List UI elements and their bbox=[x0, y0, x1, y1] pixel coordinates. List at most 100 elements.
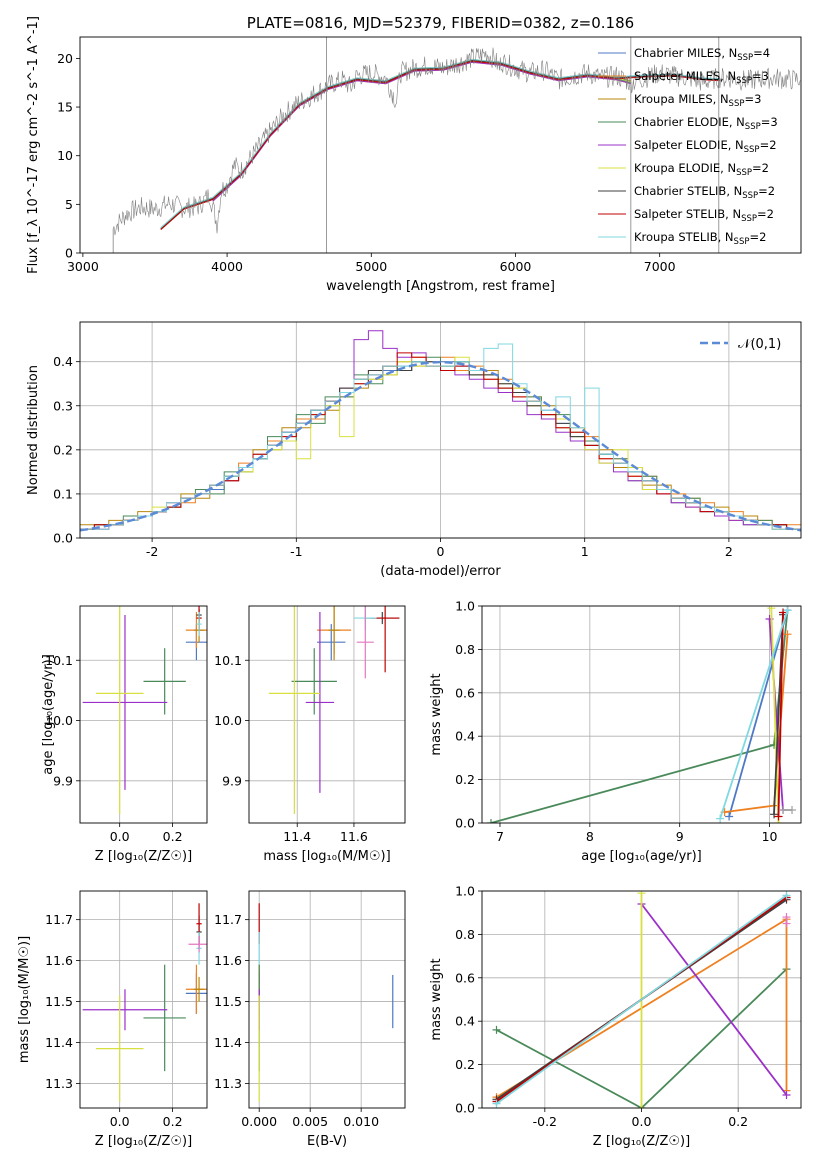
y-tick-label: 0.0 bbox=[53, 531, 73, 546]
legend-label: Chabrier STELIB, NSSP=2 bbox=[634, 184, 775, 201]
y-tick-label: 0.4 bbox=[53, 354, 73, 369]
weight-series-line bbox=[640, 903, 788, 1096]
plot-area bbox=[486, 606, 797, 823]
error-bar-point bbox=[193, 976, 205, 1002]
x-tick-label: 7000 bbox=[644, 259, 676, 274]
y-tick-label: 0.2 bbox=[455, 1057, 475, 1072]
model-spectrum-line bbox=[160, 59, 631, 230]
weight-series bbox=[492, 891, 791, 1108]
panel-6: 0.000 0.005 0.010 11.3 11.4 11.5 11.6 11.7 E(B-V… bbox=[214, 890, 406, 1149]
error-bar-point bbox=[356, 606, 374, 679]
weight-series-marker bbox=[637, 891, 646, 898]
x-axis-label: (data-model)/error bbox=[380, 564, 501, 579]
weight-series bbox=[716, 606, 792, 823]
y-tick-label: 11.3 bbox=[214, 1076, 242, 1091]
x-tick-label: 8 bbox=[586, 829, 594, 844]
x-axis-label: wavelength [Angstrom, rest frame] bbox=[326, 279, 555, 294]
y-axis-label: mass weight bbox=[429, 673, 444, 755]
axes-frame bbox=[248, 890, 406, 1109]
panel-5: 0.0 0.2 11.3 11.4 11.5 11.6 11.7 Z [log₁₀(Z/Z☉)… bbox=[17, 890, 208, 1149]
x-tick-label: 1 bbox=[581, 544, 589, 559]
axes-frame bbox=[79, 605, 208, 824]
y-tick-label: 9.9 bbox=[53, 773, 73, 788]
x-tick-label: 0.0 bbox=[110, 829, 130, 844]
x-tick-label: 6000 bbox=[500, 259, 532, 274]
y-tick-label: 0.4 bbox=[455, 1014, 475, 1029]
x-tick-label: 9 bbox=[676, 829, 684, 844]
weight-series-marker bbox=[770, 810, 779, 819]
weight-series-line bbox=[719, 610, 789, 819]
y-axis-label: Normed distribution bbox=[26, 365, 41, 495]
plot-area bbox=[112, 37, 801, 253]
error-bar-point bbox=[305, 612, 335, 793]
weight-series-line bbox=[770, 608, 780, 823]
plot-area bbox=[492, 891, 791, 1108]
weight-series-line bbox=[777, 612, 784, 817]
x-axis-label: Z [log₁₀(Z/Z☉)] bbox=[95, 1134, 192, 1149]
axes-frame bbox=[79, 321, 802, 539]
legend-label: 𝒩(0,1) bbox=[738, 337, 781, 352]
x-tick-label: 0.2 bbox=[163, 1114, 183, 1129]
error-bar-point bbox=[95, 606, 144, 814]
legend-label: Chabrier MILES, NSSP=4 bbox=[634, 46, 770, 63]
observed-spectrum-line bbox=[112, 47, 801, 236]
error-bar-point bbox=[95, 995, 144, 1102]
y-tick-label: 10 bbox=[57, 148, 73, 163]
x-axis-label: age [log₁₀(age/yr)] bbox=[581, 849, 702, 864]
legend-label: Kroupa STELIB, NSSP=2 bbox=[634, 230, 766, 247]
y-tick-label: 1.0 bbox=[455, 599, 475, 614]
weight-series-marker bbox=[492, 1099, 501, 1108]
weight-series-marker bbox=[637, 1104, 646, 1108]
model-spectrum-line bbox=[160, 59, 721, 230]
x-tick-label: 11.6 bbox=[340, 829, 368, 844]
model-spectrum-line bbox=[160, 60, 721, 230]
x-tick-label: 0.010 bbox=[343, 1114, 379, 1129]
weight-series-line bbox=[495, 894, 788, 1105]
model-spectrum-line bbox=[160, 61, 631, 230]
y-tick-label: 11.7 bbox=[45, 912, 73, 927]
y-tick-label: 0.6 bbox=[455, 685, 475, 700]
x-tick-label: 3000 bbox=[67, 259, 99, 274]
y-tick-label: 0.0 bbox=[455, 816, 475, 831]
panel-4: 7 8 9 10 0.0 0.2 0.4 0.6 0.8 1.0 age [log₁₀(age/yr… bbox=[429, 599, 802, 864]
y-axis-label: mass weight bbox=[429, 958, 444, 1040]
y-tick-label: 15 bbox=[57, 100, 73, 115]
plot-area bbox=[258, 903, 394, 1102]
x-tick-label: 0.000 bbox=[241, 1114, 277, 1129]
weight-series-line bbox=[728, 610, 789, 817]
y-tick-label: 11.7 bbox=[214, 912, 242, 927]
y-tick-label: 0.8 bbox=[455, 927, 475, 942]
panel-0: 3000 4000 5000 6000 7000 0 5 10 15 20 wavelength [… bbox=[26, 14, 802, 294]
y-tick-label: 1.0 bbox=[455, 884, 475, 899]
panel-1: -2 -1 0 1 2 0.0 0.1 0.2 0.3 0.4 (data-model)/error… bbox=[26, 321, 802, 579]
y-tick-label: 10.0 bbox=[214, 713, 242, 728]
chart-title: PLATE=0816, MJD=52379, FIBERID=0382, z=0… bbox=[247, 14, 634, 32]
weight-series bbox=[486, 606, 792, 823]
x-axis-label: Z [log₁₀(Z/Z☉)] bbox=[95, 849, 192, 864]
x-tick-label: 0.0 bbox=[632, 1114, 652, 1129]
weight-series-marker bbox=[782, 919, 791, 928]
y-tick-label: 10.0 bbox=[45, 713, 73, 728]
weight-series bbox=[774, 608, 788, 821]
y-tick-label: 0.6 bbox=[455, 970, 475, 985]
y-tick-label: 0.2 bbox=[455, 772, 475, 787]
y-tick-label: 0.8 bbox=[455, 642, 475, 657]
legend-label: Chabrier ELODIE, NSSP=3 bbox=[634, 115, 778, 132]
axes-frame bbox=[79, 36, 802, 254]
error-bar-point bbox=[268, 606, 320, 814]
y-tick-label: 11.6 bbox=[214, 953, 242, 968]
normal-reference-curve bbox=[80, 360, 801, 532]
y-tick-label: 0.1 bbox=[53, 486, 73, 501]
panel-2: 0.0 0.2 9.9 10.0 10.1 Z [log₁₀(Z/Z☉)] age [log… bbox=[41, 605, 208, 864]
x-tick-label: 2 bbox=[725, 544, 733, 559]
legend-label: Salpeter ELODIE, NSSP=2 bbox=[634, 138, 777, 155]
x-axis-label: Z [log₁₀(Z/Z☉)] bbox=[593, 1134, 690, 1149]
y-tick-label: 20 bbox=[57, 51, 73, 66]
error-bar-point bbox=[143, 964, 186, 1072]
weight-series-marker bbox=[492, 1025, 501, 1034]
plot-area bbox=[80, 330, 801, 532]
x-tick-label: 0.2 bbox=[728, 1114, 748, 1129]
x-tick-label: 0.0 bbox=[110, 1114, 130, 1129]
